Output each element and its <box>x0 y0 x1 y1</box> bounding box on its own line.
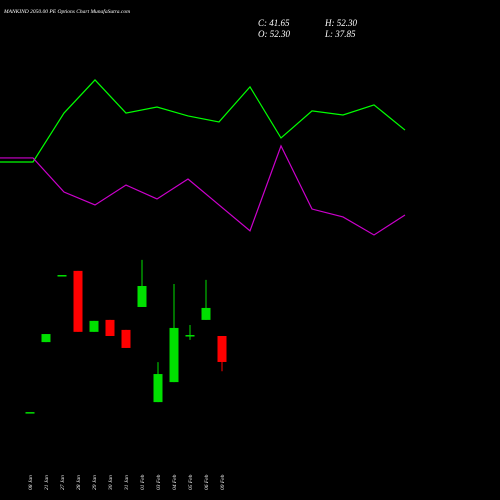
candle-body <box>121 329 131 348</box>
x-tick-label: 29 Jan <box>92 475 98 490</box>
x-tick-label: 05 Feb <box>188 474 194 490</box>
x-tick-label: 28 Jan <box>76 475 82 490</box>
info-open: O: 52.30 <box>258 29 290 39</box>
indicator-line <box>0 144 406 236</box>
candle-body <box>185 335 195 337</box>
x-tick-label: 06 Feb <box>204 474 210 490</box>
candle-body <box>201 307 211 320</box>
candle-body <box>105 319 115 336</box>
x-tick-label: 21 Jan <box>44 475 50 490</box>
info-close: C: 41.65 <box>258 18 290 28</box>
x-tick-label: 08 Jan <box>28 475 34 490</box>
candle-body <box>73 270 83 332</box>
candle-body <box>25 412 35 414</box>
indicator-line <box>0 79 406 163</box>
candle-body <box>137 286 147 307</box>
x-tick-label: 04 Feb <box>171 474 178 490</box>
candle-body <box>217 336 227 362</box>
candle-body <box>89 320 99 332</box>
candle-body <box>41 334 51 343</box>
candle-body <box>57 275 67 277</box>
x-tick-label: 27 Jan <box>60 475 66 490</box>
info-low: L: 37.85 <box>324 29 356 39</box>
x-tick-label: 30 Jan <box>108 475 114 491</box>
chart-title: MANKIND 2050.00 PE Options Chart MunafaS… <box>3 8 130 15</box>
x-tick-label: 03 Feb <box>156 474 162 490</box>
candle-body <box>153 374 163 403</box>
candle-body <box>169 327 179 383</box>
x-tick-label: 09 Feb <box>220 474 226 490</box>
info-high: H: 52.30 <box>324 18 357 28</box>
x-tick-label: 01 Feb <box>140 474 146 490</box>
x-tick-label: 31 Jan <box>124 475 130 491</box>
